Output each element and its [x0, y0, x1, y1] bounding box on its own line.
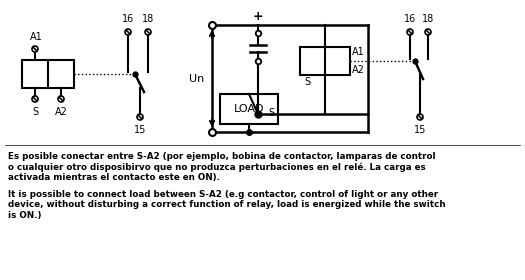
Text: It is possible to connect load between S-A2 (e.g contactor, control of light or : It is possible to connect load between S…: [8, 190, 446, 220]
Circle shape: [32, 46, 38, 52]
Text: A2: A2: [352, 65, 365, 75]
Text: 15: 15: [414, 125, 426, 135]
Text: A1: A1: [29, 32, 43, 42]
Text: 16: 16: [122, 14, 134, 24]
Text: +: +: [253, 10, 264, 23]
Text: Un: Un: [189, 74, 204, 83]
Circle shape: [32, 96, 38, 102]
Text: 18: 18: [422, 14, 434, 24]
Text: S: S: [32, 107, 38, 117]
Text: 18: 18: [142, 14, 154, 24]
Text: A1: A1: [352, 47, 365, 57]
Bar: [220, 94, 278, 124]
Circle shape: [125, 29, 131, 35]
Circle shape: [425, 29, 431, 35]
Circle shape: [407, 29, 413, 35]
Circle shape: [137, 114, 143, 120]
Text: S: S: [304, 77, 310, 87]
Text: Es posible conectar entre S-A2 (por ejemplo, bobina de contactor, lamparas de co: Es posible conectar entre S-A2 (por ejem…: [8, 152, 436, 182]
Text: S: S: [268, 108, 274, 118]
Circle shape: [145, 29, 151, 35]
Text: LOAD: LOAD: [234, 104, 264, 114]
Circle shape: [417, 114, 423, 120]
Bar: [300, 47, 350, 75]
Text: A2: A2: [55, 107, 67, 117]
Text: 15: 15: [134, 125, 146, 135]
Text: 16: 16: [404, 14, 416, 24]
Circle shape: [58, 96, 64, 102]
Bar: [22, 60, 74, 88]
